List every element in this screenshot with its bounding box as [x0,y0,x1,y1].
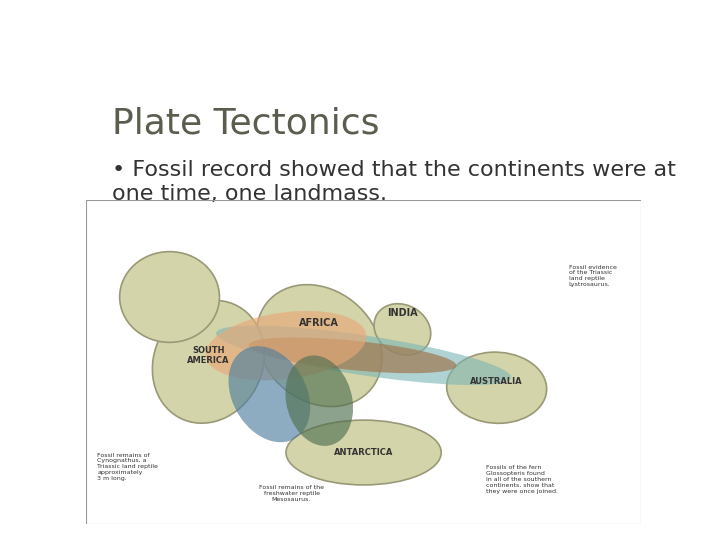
Text: Fossil remains of the
freshwater reptile
Mesosaurus.: Fossil remains of the freshwater reptile… [259,485,324,502]
Ellipse shape [206,311,366,380]
Ellipse shape [153,300,264,423]
Text: AUSTRALIA: AUSTRALIA [470,377,523,386]
Text: AFRICA: AFRICA [300,318,339,328]
Ellipse shape [285,355,353,446]
Ellipse shape [286,420,441,485]
Ellipse shape [446,352,546,423]
Text: Fossil evidence
of the Triassic
land reptile
Lystrosaurus.: Fossil evidence of the Triassic land rep… [569,265,616,287]
Text: • Fossil record showed that the continents were at one time, one landmass.: • Fossil record showed that the continen… [112,160,676,204]
Ellipse shape [228,346,310,442]
Text: Plate Tectonics: Plate Tectonics [112,106,380,140]
Ellipse shape [374,303,431,355]
Text: INDIA: INDIA [387,308,418,318]
Ellipse shape [120,252,220,342]
Ellipse shape [216,326,511,385]
Text: Fossil remains of
Cynognathus, a
Triassic land reptile
approximately
3 m long.: Fossil remains of Cynognathus, a Triassi… [97,453,158,481]
Text: Fossils of the fern
Glossopteris found
in all of the southern
continents, show t: Fossils of the fern Glossopteris found i… [485,465,557,494]
Ellipse shape [248,338,456,373]
Ellipse shape [256,285,382,407]
Text: ANTARCTICA: ANTARCTICA [334,448,393,457]
Text: SOUTH
AMERICA: SOUTH AMERICA [187,346,230,365]
